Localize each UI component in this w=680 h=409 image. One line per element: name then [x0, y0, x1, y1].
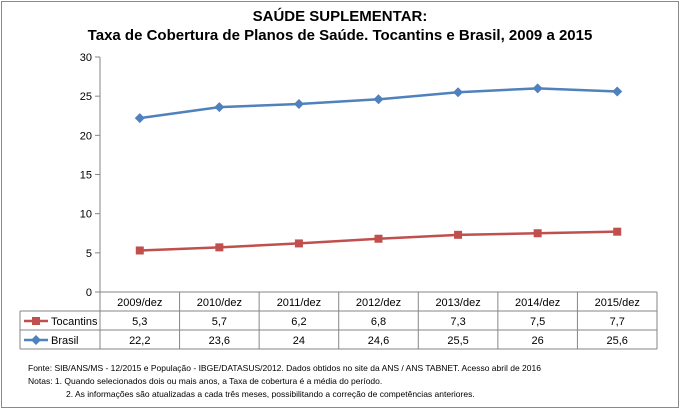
y-tick-label: 0 — [86, 287, 92, 299]
note-2: 2. As informações são atualizadas a cada… — [66, 389, 475, 399]
data-label: 26 — [532, 335, 544, 347]
legend-label: Brasil — [51, 335, 79, 347]
data-point — [533, 229, 542, 238]
data-label: 24,6 — [368, 335, 389, 347]
data-point — [374, 234, 383, 243]
data-point — [214, 102, 225, 113]
legend-marker — [31, 335, 41, 345]
data-point — [612, 86, 623, 97]
category-label: 2014/dez — [515, 297, 560, 309]
y-tick-label: 15 — [80, 170, 92, 182]
data-label: 5,3 — [132, 316, 147, 328]
data-label: 25,6 — [607, 335, 628, 347]
data-label: 6,8 — [371, 316, 386, 328]
data-label: 7,7 — [610, 316, 625, 328]
data-point — [373, 94, 384, 105]
data-label: 24 — [293, 335, 305, 347]
data-label: 7,3 — [450, 316, 465, 328]
y-tick-label: 20 — [80, 130, 92, 142]
category-label: 2011/dez — [277, 297, 321, 309]
category-label: 2012/dez — [356, 297, 401, 309]
data-label: 7,5 — [530, 316, 545, 328]
data-point — [294, 239, 303, 248]
data-point — [532, 83, 543, 94]
category-label: 2009/dez — [117, 297, 162, 309]
y-tick-label: 30 — [80, 52, 92, 64]
data-point — [453, 87, 464, 98]
data-point — [454, 230, 463, 239]
data-point — [135, 246, 144, 255]
data-point — [293, 99, 304, 109]
data-label: 5,7 — [212, 316, 227, 328]
category-label: 2010/dez — [197, 297, 242, 309]
footnotes: Fonte: SIB/ANS/MS - 12/2015 e População … — [28, 362, 541, 401]
chart-title: SAÚDE SUPLEMENTAR: — [252, 8, 428, 25]
category-label: 2015/dez — [595, 297, 640, 309]
data-label: 6,2 — [291, 316, 306, 328]
y-tick-label: 5 — [86, 248, 92, 260]
y-tick-label: 10 — [80, 209, 92, 221]
chart-subtitle: Taxa de Cobertura de Planos de Saúde. To… — [87, 27, 593, 44]
data-label: 25,5 — [447, 335, 468, 347]
note-1: Notas: 1. Quando selecionados dois ou ma… — [28, 376, 383, 386]
data-point — [613, 227, 622, 236]
legend-marker — [32, 317, 40, 325]
y-tick-label: 25 — [80, 91, 92, 103]
legend-label: Tocantins — [51, 316, 98, 328]
data-point — [215, 243, 224, 252]
data-point — [134, 113, 145, 124]
data-label: 23,6 — [209, 335, 230, 347]
data-label: 22,2 — [129, 335, 150, 347]
source-note: Fonte: SIB/ANS/MS - 12/2015 e População … — [28, 363, 541, 373]
category-label: 2013/dez — [435, 297, 480, 309]
